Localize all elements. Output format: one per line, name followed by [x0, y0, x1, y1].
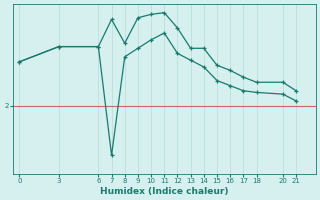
X-axis label: Humidex (Indice chaleur): Humidex (Indice chaleur) — [100, 187, 228, 196]
